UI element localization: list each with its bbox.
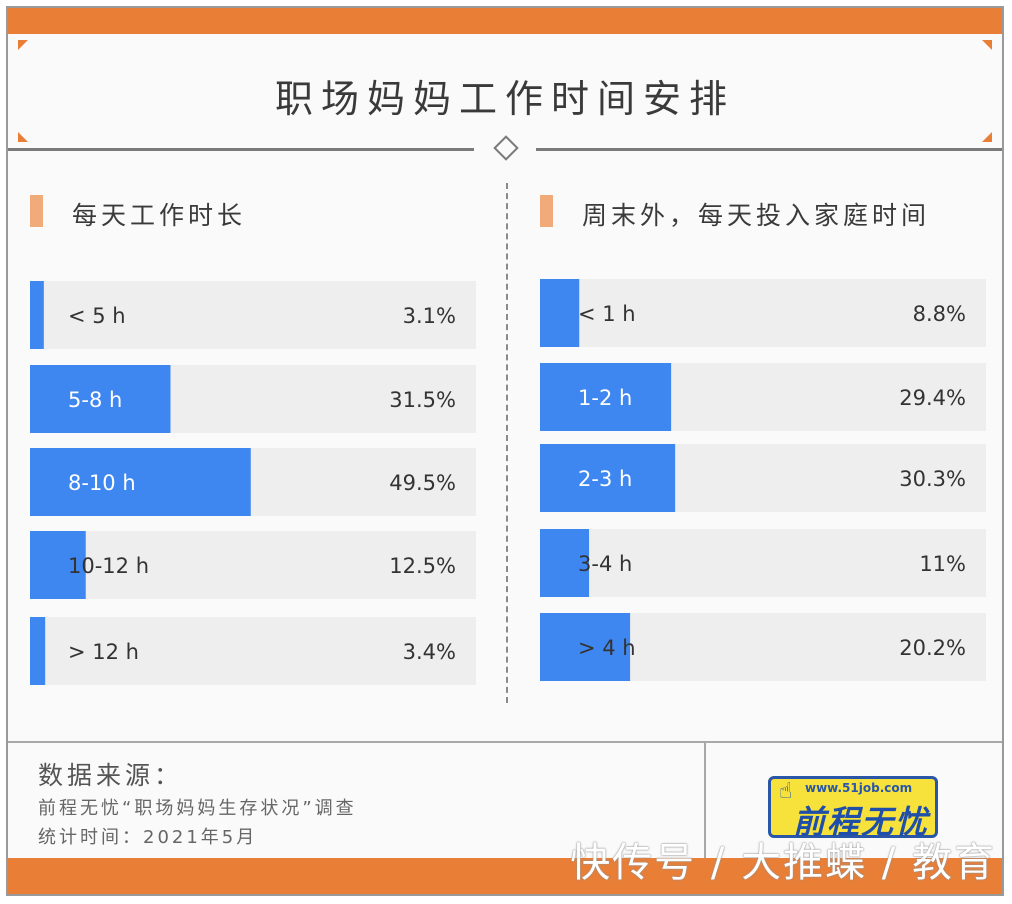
data-label: 30.3% — [899, 467, 966, 491]
corner-ornament-top-right — [982, 40, 992, 50]
corner-ornament-bottom-right — [982, 132, 992, 142]
category-label: < 1 h — [578, 302, 636, 326]
logo-url: www.51job.com — [805, 781, 913, 795]
bottom-accent-bar — [8, 858, 1002, 894]
data-label: 20.2% — [899, 636, 966, 660]
infographic-title: 职场妈妈工作时间安排 — [274, 77, 735, 121]
bar — [30, 281, 44, 349]
51job-logo: ☝ www.51job.com 前程无忧 — [768, 776, 938, 841]
data-label: 29.4% — [899, 386, 966, 410]
category-label: 10-12 h — [68, 554, 149, 578]
bar — [30, 531, 86, 599]
data-label: 3.4% — [403, 640, 456, 664]
infographic-frame: 职场妈妈工作时间安排 每天工作时长 周末外，每天投入家庭时间 < 5 h 3.1%… — [6, 6, 1004, 896]
data-label: 12.5% — [389, 554, 456, 578]
bar-track — [30, 281, 476, 349]
footer-divider — [8, 741, 1002, 743]
left-section-marker — [30, 195, 43, 227]
title-divider-left — [8, 148, 474, 151]
bar-track — [540, 279, 986, 347]
footer-vertical-divider — [704, 743, 706, 859]
bar — [540, 529, 590, 597]
right-section-marker — [540, 195, 553, 227]
panel-divider — [506, 183, 508, 703]
bar — [540, 444, 676, 512]
bar-charts: < 5 h 3.1% 5-8 h 31.5% 8-10 h 49.5% 10-12 h 12.… — [30, 279, 986, 685]
top-accent-bar — [8, 8, 1002, 34]
source-title: 数据来源： — [38, 761, 184, 790]
category-label: < 5 h — [68, 304, 126, 328]
data-label: 49.5% — [389, 471, 456, 495]
hand-pointer-icon: ☝ — [779, 779, 793, 804]
category-label: 8-10 h — [68, 471, 136, 495]
data-label: 8.8% — [913, 302, 966, 326]
right-section-title: 周末外，每天投入家庭时间 — [582, 201, 931, 230]
data-label: 31.5% — [389, 388, 456, 412]
data-label: 3.1% — [403, 304, 456, 328]
category-label: 3-4 h — [578, 552, 632, 576]
title-divider-right — [536, 148, 1002, 151]
category-label: > 4 h — [578, 636, 636, 660]
bar-track — [540, 529, 986, 597]
bar — [540, 613, 631, 681]
category-label: 1-2 h — [578, 386, 632, 410]
corner-ornament-bottom-left — [18, 132, 28, 142]
data-label: 11% — [919, 552, 966, 576]
bar — [30, 448, 251, 516]
corner-ornament-top-left — [18, 40, 28, 50]
category-label: > 12 h — [68, 640, 139, 664]
left-section-title: 每天工作时长 — [72, 201, 247, 230]
bar — [30, 365, 171, 433]
source-line: 前程无忧“职场妈妈生存状况”调查 — [38, 798, 357, 819]
logo-name: 前程无忧 — [793, 803, 930, 841]
date-line: 统计时间：2021年5月 — [38, 827, 258, 848]
category-label: 2-3 h — [578, 467, 632, 491]
category-label: 5-8 h — [68, 388, 122, 412]
bar — [540, 279, 580, 347]
bar — [30, 617, 46, 685]
watermark: 快传号 / 大推蝶 / 教育 — [570, 840, 996, 886]
bar-track — [30, 617, 476, 685]
bar — [540, 363, 672, 431]
bar-track — [30, 531, 476, 599]
